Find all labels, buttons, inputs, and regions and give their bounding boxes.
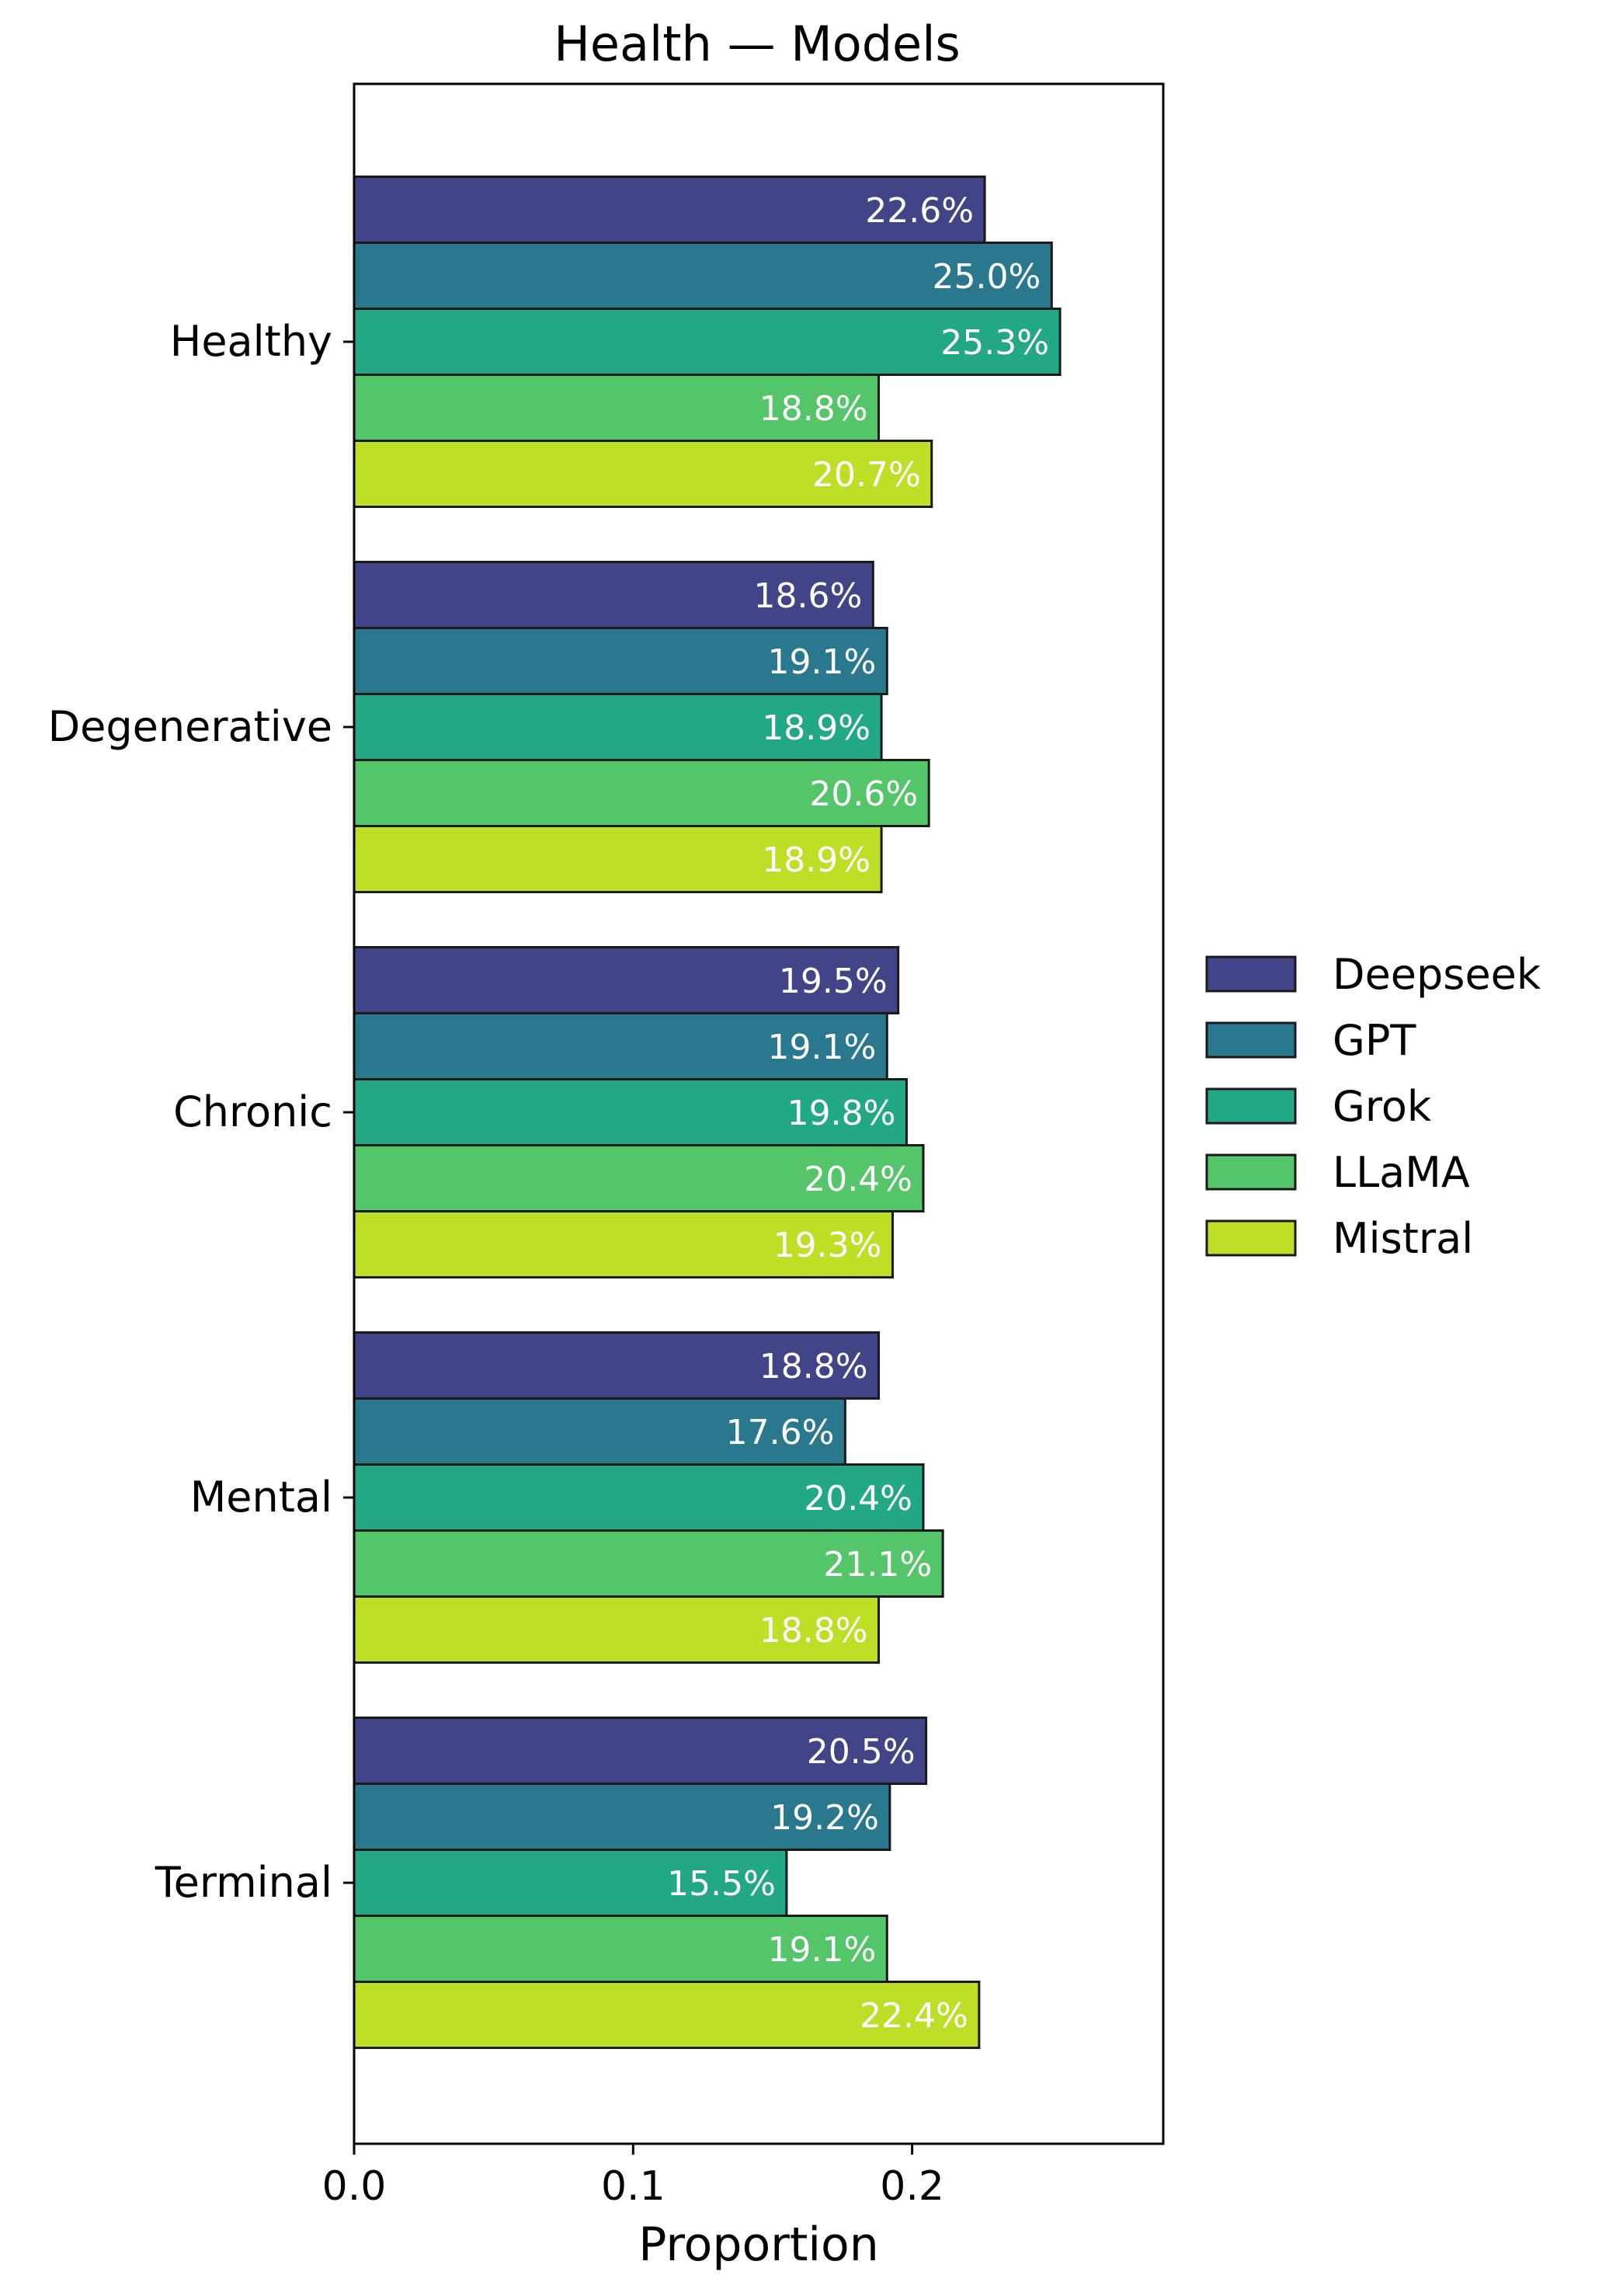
- bar-value-label: 19.1%: [768, 642, 877, 682]
- bar-value-label: 20.7%: [812, 455, 921, 495]
- legend-swatch-deepseek: [1205, 955, 1297, 993]
- y-tick-label: Degenerative: [48, 702, 332, 751]
- axis-layer: Healthy Degenerative Chronic Mental Terminal…: [48, 317, 944, 2210]
- bar-value-label: 15.5%: [667, 1864, 776, 1904]
- bar-gpt-healthy: [353, 242, 1053, 310]
- bar-grok-healthy: [353, 308, 1062, 376]
- bar-value-label: 18.6%: [754, 576, 863, 616]
- bar-value-label: 20.4%: [804, 1160, 912, 1199]
- bar-llama-mental: [353, 1529, 944, 1598]
- y-tick-label: Terminal: [155, 1858, 332, 1907]
- bar-value-label: 19.5%: [779, 962, 888, 1001]
- y-tick-label: Mental: [190, 1473, 332, 1522]
- bar-value-label: 22.4%: [860, 1996, 968, 2036]
- x-tick-label: 0.2: [880, 2163, 944, 2210]
- bar-value-label: 17.6%: [726, 1413, 835, 1452]
- bar-llama-chronic: [353, 1144, 925, 1212]
- bar-gpt-terminal: [353, 1783, 891, 1851]
- bar-mistral-terminal: [353, 1981, 981, 2049]
- bar-value-label: 18.9%: [762, 840, 871, 880]
- y-tick-label: Healthy: [170, 317, 332, 366]
- chart-title: Health — Models: [554, 16, 960, 72]
- legend-label-deepseek: Deepseek: [1333, 950, 1541, 999]
- bar-gpt-chronic: [353, 1012, 888, 1080]
- bar-value-label: 19.3%: [773, 1226, 882, 1265]
- bar-value-label: 18.8%: [759, 389, 868, 429]
- legend-swatch-grok: [1205, 1087, 1297, 1125]
- bar-deepseek-terminal: [353, 1717, 928, 1785]
- bar-value-label: 20.6%: [809, 774, 918, 814]
- bar-value-label: 21.1%: [823, 1545, 932, 1585]
- legend-swatch-gpt: [1205, 1021, 1297, 1059]
- legend-swatch-mistral: [1205, 1219, 1297, 1257]
- bar-value-label: 25.3%: [940, 323, 1049, 363]
- legend-label-gpt: GPT: [1333, 1016, 1416, 1065]
- x-tick-label: 0.0: [322, 2163, 387, 2210]
- bar-mistral-degenerative: [353, 825, 883, 893]
- bar-value-label: 19.8%: [787, 1094, 896, 1133]
- bar-mistral-mental: [353, 1595, 881, 1664]
- bar-value-label: 18.9%: [762, 708, 871, 748]
- legend-label-grok: Grok: [1333, 1082, 1432, 1131]
- x-tick-label: 0.1: [601, 2163, 665, 2210]
- bar-llama-healthy: [353, 374, 881, 442]
- bar-value-label: 19.1%: [768, 1028, 877, 1067]
- legend-label-llama: LLaMA: [1333, 1148, 1470, 1197]
- bar-mistral-healthy: [353, 440, 933, 508]
- bar-deepseek-chronic: [353, 946, 900, 1014]
- x-axis-label: Proportion: [638, 2218, 879, 2272]
- legend-label-mistral: Mistral: [1333, 1214, 1473, 1263]
- bar-value-label: 18.8%: [759, 1347, 868, 1386]
- plot-frame: [353, 82, 1165, 2145]
- bar-deepseek-healthy: [353, 176, 986, 244]
- legend-swatch-llama: [1205, 1153, 1297, 1191]
- bar-value-label: 20.4%: [804, 1479, 912, 1518]
- bar-value-label: 20.5%: [807, 1732, 916, 1772]
- bar-value-label: 19.2%: [770, 1798, 879, 1838]
- bar-value-label: 22.6%: [865, 191, 974, 231]
- bars-layer: 22.6% 25.0% 25.3% 18.8% 20.7% 18.6% 19.1% 18.9%…: [353, 176, 1062, 2049]
- bar-mistral-chronic: [353, 1210, 894, 1278]
- y-tick-label: Chronic: [173, 1087, 332, 1136]
- bar-value-label: 18.8%: [759, 1611, 868, 1651]
- bar-value-label: 19.1%: [768, 1930, 877, 1970]
- bar-grok-terminal: [353, 1849, 788, 1917]
- bar-value-label: 25.0%: [932, 257, 1041, 297]
- legend: Deepseek GPT Grok LLaMA Mistral: [1205, 950, 1541, 1263]
